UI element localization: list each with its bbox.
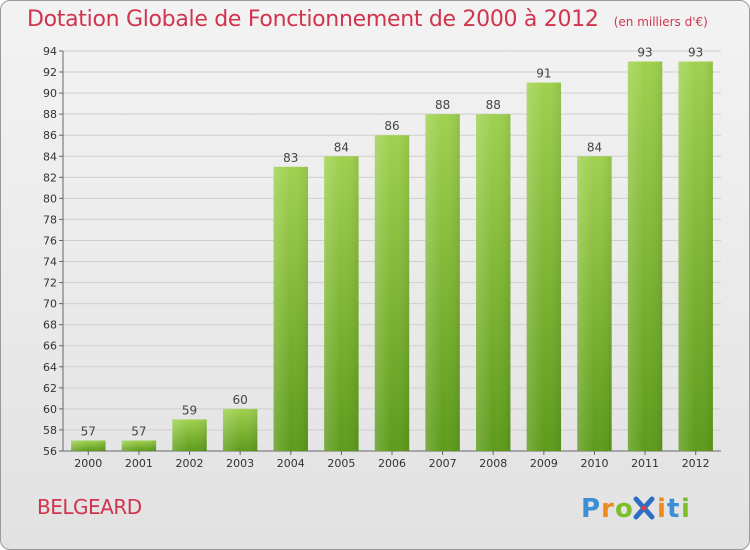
bar-shade-2011 xyxy=(627,61,663,452)
bar-shade-2004 xyxy=(273,166,308,451)
bar-shade-2010 xyxy=(577,156,612,451)
y-tick-label: 86 xyxy=(43,129,57,142)
y-tick-label: 58 xyxy=(43,424,57,437)
y-tick-label: 82 xyxy=(43,171,57,184)
bar-shade-2001 xyxy=(121,440,157,451)
x-tick-label: 2004 xyxy=(277,457,305,470)
x-tick-label: 2000 xyxy=(74,457,102,470)
x-tick-label: 2009 xyxy=(530,457,558,470)
bar-shade-2007 xyxy=(425,114,460,451)
y-tick-label: 68 xyxy=(43,319,57,332)
chart-title: Dotation Globale de Fonctionnement de 20… xyxy=(27,7,599,32)
x-tick-label: 2002 xyxy=(176,457,204,470)
bar-shade-2009 xyxy=(526,82,562,451)
chart-subtitle: (en milliers d'€) xyxy=(613,15,708,29)
x-tick-label: 2008 xyxy=(479,457,507,470)
bar-shade-2003 xyxy=(222,408,258,451)
data-label: 59 xyxy=(182,403,197,417)
y-tick-label: 64 xyxy=(43,361,57,374)
bar-shade-2012 xyxy=(678,61,713,452)
bars xyxy=(71,61,713,452)
logo-letter-t: t xyxy=(667,494,679,524)
logo-x-icon xyxy=(633,496,655,520)
data-label: 57 xyxy=(81,424,96,438)
data-label: 60 xyxy=(233,393,248,407)
data-label: 93 xyxy=(637,46,652,60)
y-tick-label: 78 xyxy=(43,213,57,226)
data-label: 84 xyxy=(334,140,349,154)
data-label: 88 xyxy=(435,98,450,112)
x-tick-label: 2006 xyxy=(378,457,406,470)
logo-letter-i1: i xyxy=(657,494,666,524)
x-tick-label: 2012 xyxy=(682,457,710,470)
x-tick-label: 2010 xyxy=(580,457,608,470)
y-tick-label: 66 xyxy=(43,340,57,353)
y-tick-label: 70 xyxy=(43,298,57,311)
x-tick-label: 2007 xyxy=(429,457,457,470)
chart-title-area: Dotation Globale de Fonctionnement de 20… xyxy=(27,7,708,32)
bar-shade-2005 xyxy=(324,156,359,451)
y-tick-label: 80 xyxy=(43,192,57,205)
y-tick-label: 74 xyxy=(43,256,57,269)
data-labels: 57 57 59 60 83 84 86 88 88 91 84 93 93 xyxy=(81,46,704,439)
proxiti-logo[interactable]: P r o i t i xyxy=(579,487,699,535)
bar-shade-2008 xyxy=(476,114,511,451)
y-tick-label: 60 xyxy=(43,403,57,416)
data-label: 91 xyxy=(536,67,551,81)
bar-shade-2006 xyxy=(374,135,410,452)
data-label: 88 xyxy=(486,98,501,112)
data-label: 93 xyxy=(688,46,703,60)
y-tick-label: 76 xyxy=(43,234,57,247)
y-tick-label: 62 xyxy=(43,382,57,395)
logo-letter-r: r xyxy=(601,494,614,524)
data-label: 57 xyxy=(131,424,146,438)
y-tick-label: 72 xyxy=(43,277,57,290)
data-label: 86 xyxy=(384,119,399,133)
y-tick-label: 88 xyxy=(43,108,57,121)
commune-name: BELGEARD xyxy=(37,495,142,519)
proxiti-logo-graphic: P r o i t i xyxy=(581,494,690,524)
y-tick-label: 84 xyxy=(43,150,57,163)
logo-letter-i2: i xyxy=(681,494,690,524)
x-tick-label: 2011 xyxy=(631,457,659,470)
y-tick-label: 92 xyxy=(43,66,57,79)
x-tick-label: 2001 xyxy=(125,457,153,470)
x-tick-label: 2003 xyxy=(226,457,254,470)
y-tick-label: 56 xyxy=(43,445,57,458)
logo-letter-p: P xyxy=(581,494,600,524)
y-tick-label: 90 xyxy=(43,87,57,100)
data-label: 83 xyxy=(283,151,298,165)
data-label: 84 xyxy=(587,140,602,154)
bar-shade-2000 xyxy=(71,440,106,451)
bar-shade-2002 xyxy=(172,419,207,451)
y-tick-label: 94 xyxy=(43,45,57,58)
x-tick-label: 2005 xyxy=(327,457,355,470)
logo-letter-o: o xyxy=(615,494,633,524)
